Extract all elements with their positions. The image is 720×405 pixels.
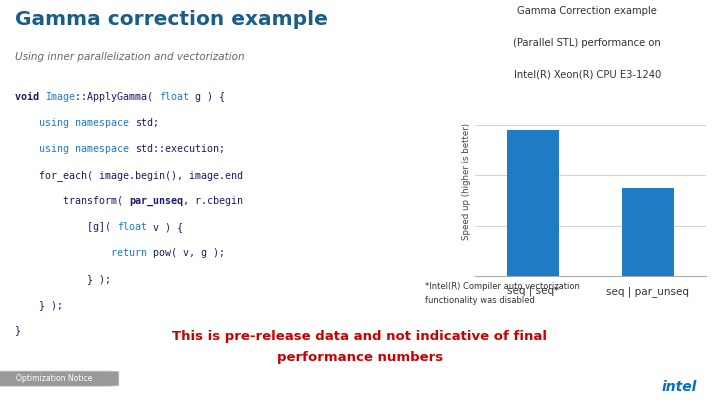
Bar	[622, 188, 674, 276]
FancyBboxPatch shape	[0, 371, 119, 386]
FancyBboxPatch shape	[630, 371, 720, 403]
Text: ::ApplyGamma(: ::ApplyGamma(	[75, 92, 159, 102]
Text: for_each( image.begin(), image.end: for_each( image.begin(), image.end	[15, 170, 243, 181]
Text: float: float	[159, 92, 189, 102]
Text: transform(: transform(	[15, 196, 129, 206]
Text: v5 @ 3.50GHz (4C/8T): v5 @ 3.50GHz (4C/8T)	[532, 101, 642, 111]
Text: using namespace: using namespace	[15, 118, 135, 128]
Text: void: void	[15, 92, 45, 102]
Text: v ) {: v ) {	[147, 222, 183, 232]
Text: std;: std;	[135, 118, 159, 128]
Bar	[507, 130, 559, 276]
Text: float: float	[117, 222, 147, 232]
Text: g ) {: g ) {	[189, 92, 225, 102]
Y-axis label: Speed up (higher is better): Speed up (higher is better)	[462, 123, 471, 239]
Text: functionality was disabled: functionality was disabled	[425, 296, 535, 305]
Text: One picture of 800x600 size: One picture of 800x600 size	[481, 136, 609, 145]
Text: return: return	[15, 248, 153, 258]
Text: Intel(R) Xeon(R) CPU E3-1240: Intel(R) Xeon(R) CPU E3-1240	[513, 70, 661, 80]
Text: } );: } );	[15, 300, 63, 309]
Text: intel: intel	[662, 380, 698, 394]
Text: Using inner parallelization and vectorization: Using inner parallelization and vectoriz…	[15, 52, 245, 62]
Text: [g](: [g](	[15, 222, 117, 232]
Text: This is pre-release data and not indicative of final: This is pre-release data and not indicat…	[173, 330, 547, 343]
Text: Gamma correction example: Gamma correction example	[15, 9, 328, 28]
Text: using namespace: using namespace	[15, 144, 135, 154]
Text: } );: } );	[15, 274, 111, 284]
Text: par_unseq: par_unseq	[129, 196, 183, 206]
Text: std::execution;: std::execution;	[135, 144, 225, 154]
Text: performance numbers: performance numbers	[277, 351, 443, 364]
Text: Optimization Notice: Optimization Notice	[16, 374, 92, 383]
Text: pow( v, g );: pow( v, g );	[153, 248, 225, 258]
Text: , r.cbegin: , r.cbegin	[183, 196, 243, 206]
Text: (Parallel STL) performance on: (Parallel STL) performance on	[513, 38, 661, 48]
Text: *Intel(R) Compiler auto vectorization: *Intel(R) Compiler auto vectorization	[425, 282, 580, 291]
Text: Gamma Correction example: Gamma Correction example	[517, 6, 657, 16]
Text: }: }	[15, 326, 21, 336]
Text: Copyright© 2017 Intel Corporation. All rights reserved.: Copyright© 2017 Intel Corporation. All r…	[7, 390, 181, 396]
Text: *Other names and brands may be claimed as the property of others: *Other names and brands may be claimed a…	[7, 401, 222, 405]
Text: Image: Image	[45, 92, 75, 102]
